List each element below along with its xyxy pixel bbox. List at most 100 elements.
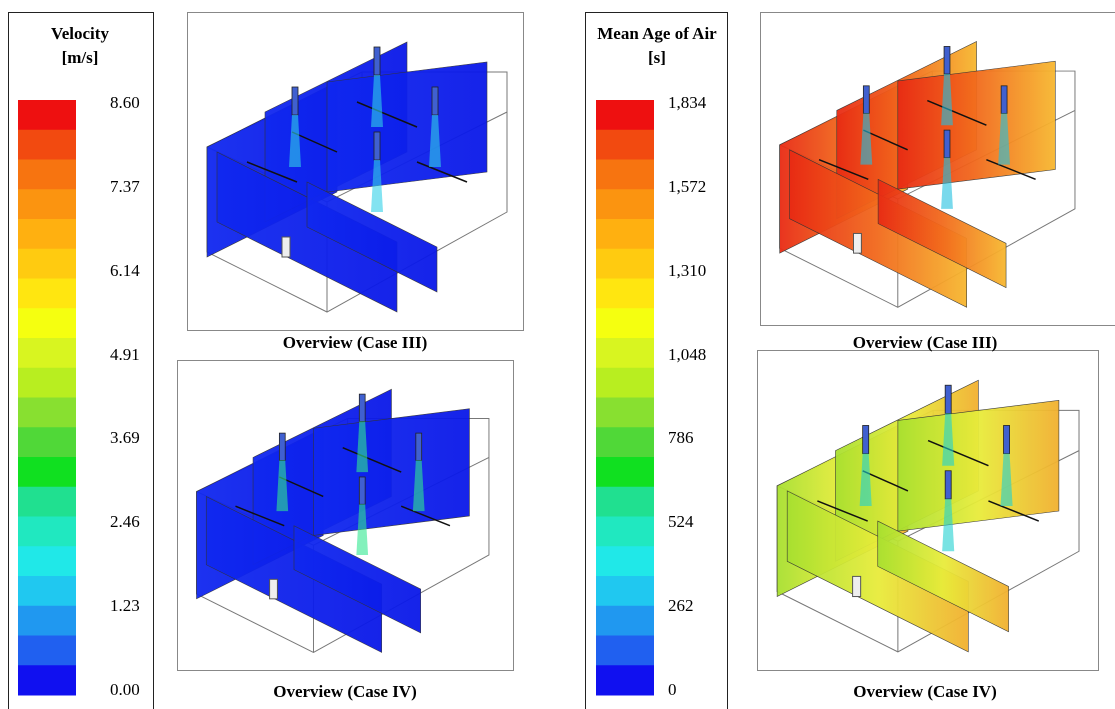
slice-plane [306, 181, 438, 293]
air-jet [429, 115, 441, 167]
panel-caption: Overview (Case III) [852, 333, 998, 352]
legend-label: 524 [668, 512, 694, 532]
duct [988, 500, 1040, 522]
color-band [596, 516, 654, 547]
air-jet [412, 460, 425, 512]
color-band [596, 427, 654, 458]
color-band [18, 427, 76, 458]
diffuser [373, 131, 381, 161]
color-band [18, 665, 76, 696]
duct [986, 158, 1036, 181]
color-band [18, 129, 76, 160]
scene [196, 388, 490, 654]
slice-plane [897, 399, 1060, 532]
slice-plane [877, 178, 1007, 289]
slice-plane [313, 408, 470, 536]
duct [246, 161, 298, 183]
air-jet [942, 413, 955, 466]
legend-frame [585, 12, 728, 709]
duct [400, 505, 451, 527]
color-band [596, 546, 654, 577]
air-jet [859, 453, 872, 506]
color-band [596, 189, 654, 220]
legend-label: 1,834 [668, 93, 707, 112]
legend-label: 1,048 [668, 344, 707, 364]
air-jet [356, 421, 369, 473]
color-band [18, 159, 76, 190]
panel-caption: Overview (Case IV) [853, 682, 997, 701]
air-jet [860, 113, 873, 165]
duct [235, 505, 285, 527]
diffuser [415, 432, 423, 461]
color-band [18, 486, 76, 517]
color-band [18, 100, 76, 131]
legend-label: 786 [668, 428, 694, 448]
diffuser [862, 425, 870, 455]
legend-label: 3.69 [110, 428, 140, 448]
duct [279, 476, 324, 498]
air-jet [356, 504, 369, 555]
door [281, 236, 291, 258]
slice-plane [877, 520, 1009, 633]
legend-label: 1.23 [110, 596, 140, 616]
color-band [18, 248, 76, 279]
legend-label: 1,310 [668, 260, 707, 280]
legend-label: 0 [668, 680, 677, 699]
color-band [18, 308, 76, 339]
color-band [596, 308, 654, 339]
legend-title: Mean Age of Air [s] [597, 24, 717, 67]
color-band [18, 219, 76, 250]
door [853, 232, 862, 254]
air-jet [1000, 453, 1013, 506]
color-band [596, 457, 654, 488]
color-band [18, 546, 76, 577]
diffuser [944, 470, 952, 500]
diffuser [291, 86, 299, 116]
air-jet [941, 74, 953, 126]
legend-label: 262 [668, 596, 694, 616]
overview-panel [760, 12, 1115, 326]
air-jet [371, 160, 383, 212]
panel-caption: Overview (Case IV) [273, 682, 417, 701]
diffuser [1003, 425, 1010, 455]
air-jet [998, 113, 1011, 165]
door [852, 575, 862, 598]
color-band [596, 367, 654, 398]
slice-plane [326, 61, 488, 193]
color-band [596, 486, 654, 517]
diffuser [943, 46, 951, 75]
diffuser [862, 85, 870, 114]
diffuser [943, 129, 951, 159]
color-band [18, 397, 76, 428]
diffuser [358, 393, 366, 422]
legend-label: 8.60 [110, 93, 140, 112]
duct [927, 439, 989, 467]
color-band [18, 457, 76, 488]
duct [342, 447, 402, 473]
color-band [596, 129, 654, 160]
color-band [18, 338, 76, 369]
legend-label: 7.37 [110, 176, 140, 196]
duct [863, 129, 908, 151]
color-band [18, 189, 76, 220]
legend-label: 6.14 [110, 260, 140, 280]
duct [416, 161, 468, 183]
duct [862, 470, 909, 492]
duct [818, 158, 869, 181]
color-band [18, 278, 76, 309]
duct [291, 131, 338, 153]
color-band [18, 605, 76, 636]
diffuser [431, 86, 439, 116]
duct [356, 101, 418, 128]
scene [779, 41, 1076, 308]
air-jet [941, 157, 953, 209]
air-jet [371, 75, 383, 127]
color-band [596, 159, 654, 190]
panel-caption: Overview (Case III) [282, 333, 428, 352]
diffuser [944, 384, 952, 414]
scene [206, 41, 508, 313]
color-band [596, 219, 654, 250]
legend-title: Velocity [m/s] [51, 24, 109, 67]
legend-frame [8, 12, 154, 709]
